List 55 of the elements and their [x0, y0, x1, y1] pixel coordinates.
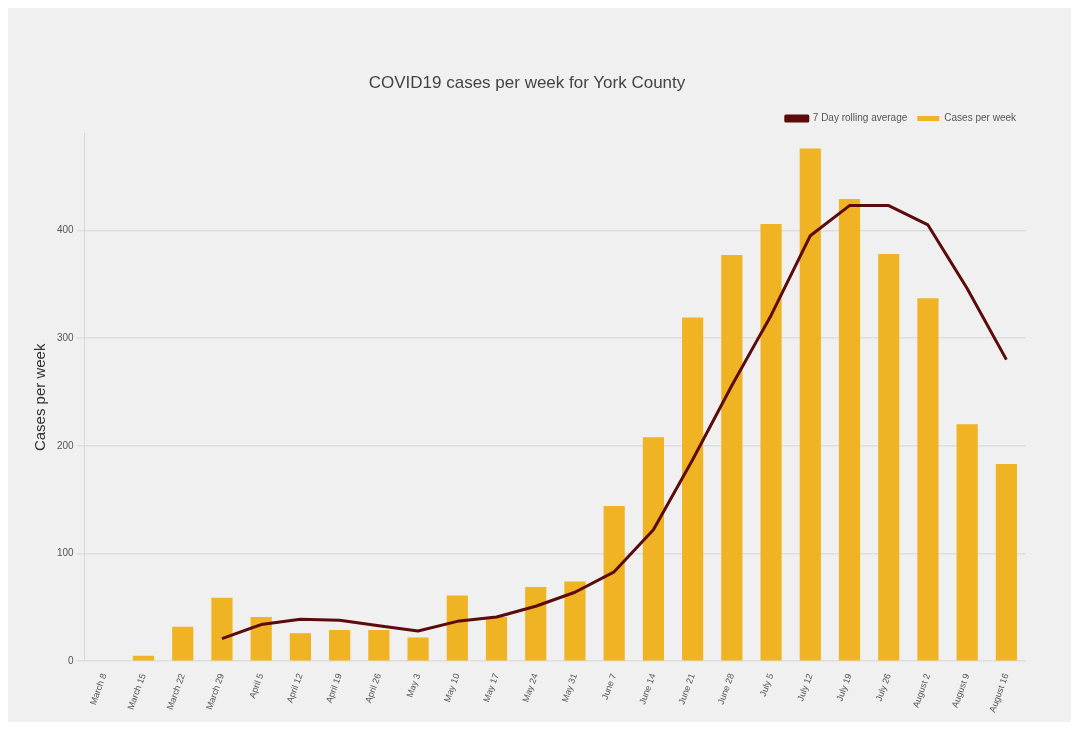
legend-label: 7 Day rolling average: [812, 112, 908, 124]
x-tick-label: April 5: [247, 672, 266, 700]
legend-label: Cases per week: [944, 112, 1017, 124]
x-tick-label: May 3: [404, 672, 423, 699]
bar: [878, 254, 900, 661]
bar: [250, 617, 272, 661]
bar: [525, 586, 547, 661]
x-tick-label: May 17: [481, 672, 501, 704]
x-tick-label: June 28: [715, 672, 737, 706]
y-tick-label: 100: [57, 547, 75, 559]
bar: [329, 629, 351, 661]
x-tick-label: August 16: [987, 672, 1011, 714]
x-tick-label: August 9: [949, 672, 972, 709]
bar: [917, 298, 939, 661]
bar: [289, 633, 311, 661]
bar: [485, 617, 508, 661]
y-tick-label: 300: [57, 331, 75, 343]
y-tick-label: 400: [57, 224, 75, 236]
x-tick-label: June 7: [599, 672, 619, 701]
x-tick-label: July 19: [834, 672, 854, 703]
x-tick-label: June 21: [676, 672, 697, 706]
bar: [760, 223, 782, 661]
x-tick-label: July 5: [757, 672, 776, 698]
x-tick-label: April 26: [363, 672, 384, 705]
bar: [642, 437, 664, 661]
x-tick-label: March 8: [87, 672, 109, 707]
x-tick-label: August 2: [910, 672, 933, 709]
x-tick-label: May 31: [559, 672, 580, 704]
x-tick-label: March 22: [164, 672, 187, 711]
bar: [211, 597, 233, 661]
chart-title: COVID19 cases per week for York County: [368, 72, 686, 92]
bar: [446, 595, 468, 661]
x-tick-label: July 12: [795, 672, 815, 703]
x-tick-label: May 24: [520, 672, 540, 704]
bar: [995, 464, 1017, 661]
bar: [564, 581, 586, 661]
x-tick-label: June 14: [637, 672, 658, 706]
y-axis-title: Cases per week: [31, 343, 49, 452]
bar: [838, 199, 861, 661]
x-tick-label: April 19: [324, 672, 344, 705]
x-tick-label: July 26: [873, 672, 893, 703]
bar: [172, 626, 194, 661]
x-tick-label: March 15: [125, 672, 148, 711]
x-tick-label: April 12: [284, 672, 305, 705]
x-tick-label: May 10: [442, 672, 462, 704]
bar: [721, 255, 743, 661]
y-tick-label: 0: [68, 654, 75, 666]
y-tick-label: 200: [57, 439, 75, 451]
bar: [956, 424, 978, 661]
bar: [682, 317, 704, 661]
bar: [407, 637, 429, 661]
bar: [799, 148, 821, 661]
bar: [368, 629, 390, 661]
bar: [603, 506, 625, 661]
x-tick-label: March 29: [203, 672, 227, 711]
